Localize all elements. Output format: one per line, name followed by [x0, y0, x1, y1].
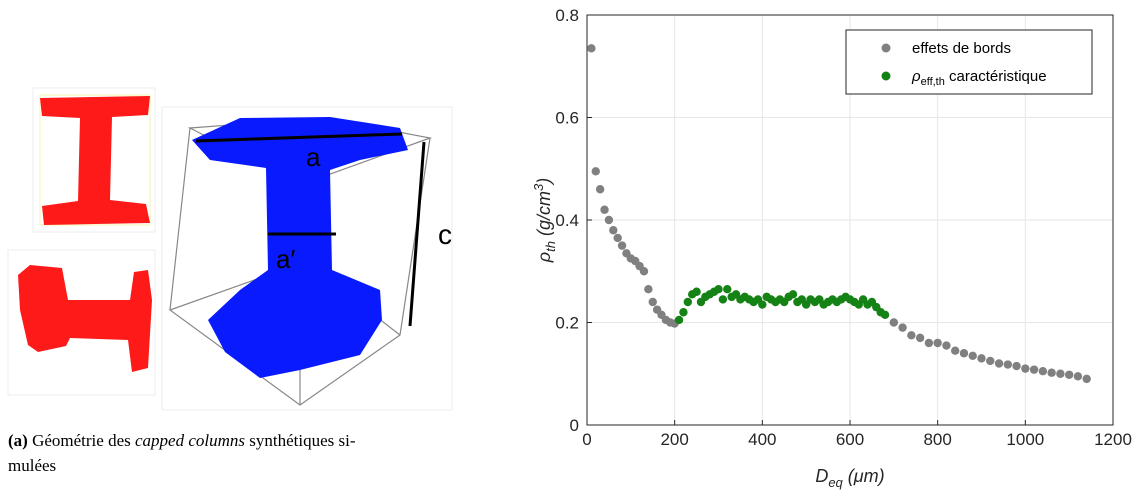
legend-box: [845, 29, 1093, 95]
x-tick-label: 200: [660, 430, 688, 449]
legend-sub: eff,th: [921, 76, 945, 88]
point: [1003, 360, 1012, 369]
legend-name: effets de bords: [912, 40, 1011, 57]
caption-text: Géométrie des: [28, 431, 135, 450]
caption-label: (a): [8, 431, 28, 450]
legend-rest: caractéristique: [945, 68, 1047, 85]
caption-text: synthétiques si-: [245, 431, 356, 450]
point: [907, 331, 916, 340]
x-label-sub: eq: [828, 475, 843, 490]
point: [1082, 374, 1091, 384]
dimension-arrows: [195, 132, 426, 327]
point: [587, 44, 596, 53]
point: [600, 205, 609, 214]
legend-label: ρeff,th caractéristique: [911, 68, 1047, 88]
point: [723, 284, 732, 294]
shape-i: [40, 96, 150, 225]
point: [595, 185, 605, 194]
point: [617, 241, 627, 250]
point: [889, 318, 899, 327]
axes-frame: [586, 14, 1114, 426]
point: [639, 267, 649, 276]
label-c: c: [438, 219, 452, 250]
point: [674, 315, 684, 325]
point: [994, 359, 1004, 368]
point: [968, 351, 977, 361]
label-a: a: [306, 142, 321, 172]
point: [1073, 372, 1083, 381]
label-a-prime: a′: [276, 244, 295, 274]
shape-capped-column: [192, 117, 408, 378]
point: [692, 287, 701, 296]
y-label-rest: (g/cm: [534, 191, 554, 241]
legend-name: ρ: [911, 68, 921, 85]
y-tick-label: 0.8: [555, 6, 579, 25]
point: [788, 290, 798, 299]
point: [1047, 368, 1056, 377]
x-label-rest: (μm): [843, 466, 885, 486]
x-tick-label: 1200: [1094, 430, 1132, 449]
legend-marker: [881, 71, 891, 81]
point: [604, 215, 614, 225]
y-label-sup: 3: [531, 183, 546, 191]
point: [679, 308, 688, 317]
point: [933, 338, 942, 348]
point: [1064, 370, 1074, 379]
point: [1012, 361, 1021, 371]
y-label-close: ): [534, 178, 554, 186]
x-tick-label: 800: [923, 430, 951, 449]
caption: (a) Géométrie des capped columns synthét…: [8, 431, 356, 450]
point: [591, 167, 600, 176]
point: [1029, 365, 1039, 374]
y-label-main: ρ: [534, 252, 554, 263]
point: [942, 341, 951, 350]
point: [648, 297, 657, 307]
point: [898, 323, 907, 332]
point: [880, 310, 890, 320]
shape-lying: [18, 265, 152, 372]
point: [924, 338, 934, 348]
point: [959, 349, 969, 358]
point: [915, 333, 925, 343]
x-label-main: D: [815, 466, 828, 486]
point: [951, 346, 960, 355]
point: [683, 297, 693, 307]
caption-italic: capped columns: [135, 431, 245, 450]
point: [1021, 364, 1030, 373]
y-tick-label: 0.6: [555, 109, 579, 128]
x-tick-label: 600: [836, 430, 864, 449]
point: [644, 284, 653, 294]
y-axis-label: ρth (g/cm3): [531, 178, 558, 263]
legend-label: effets de bords: [912, 40, 1011, 57]
illustrations: a a′ c: [7, 87, 453, 411]
x-tick-label: 400: [748, 430, 776, 449]
x-axis-label: Deq (μm): [815, 466, 884, 490]
point: [758, 300, 767, 309]
point: [609, 226, 618, 235]
y-label-sub: th: [543, 241, 558, 252]
y-tick-label: 0.4: [555, 211, 579, 230]
x-tick-label: 1000: [1006, 430, 1044, 449]
y-tick-label: 0.2: [555, 314, 579, 333]
legend-marker: [881, 43, 891, 53]
y-tick-label: 0: [570, 416, 579, 435]
point: [718, 295, 728, 304]
caption-line2: mulées: [8, 456, 56, 475]
point: [613, 233, 622, 243]
point: [986, 356, 995, 366]
point: [714, 284, 723, 294]
bbox: [39, 94, 151, 226]
point: [1056, 369, 1065, 378]
chart: 0 200 400 600 800 1000 1200 0 0.2 0.4 0.6 0.8 Deq (μ…: [531, 6, 1132, 490]
x-tick-label: 0: [582, 430, 591, 449]
point: [977, 354, 986, 363]
point: [1038, 366, 1048, 376]
